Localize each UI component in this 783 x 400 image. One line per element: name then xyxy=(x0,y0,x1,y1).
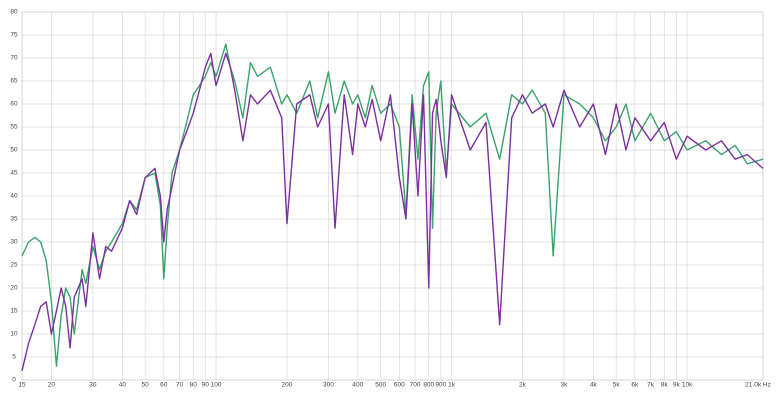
x-tick-label: 8k xyxy=(661,382,669,389)
y-tick-label: 5 xyxy=(12,354,16,361)
x-tick-label: 400 xyxy=(352,382,363,389)
y-tick-label: 65 xyxy=(10,78,18,85)
x-tick-label: 40 xyxy=(119,382,127,389)
x-tick-label: 30 xyxy=(89,382,97,389)
x-tick-label: 3k xyxy=(561,382,569,389)
x-tick-label: 800 xyxy=(423,382,434,389)
y-tick-label: 80 xyxy=(10,9,18,16)
y-tick-label: 0 xyxy=(12,377,16,384)
y-tick-label: 10 xyxy=(10,331,18,338)
x-tick-label: 5k xyxy=(613,382,621,389)
x-tick-label: 600 xyxy=(394,382,405,389)
y-tick-label: 40 xyxy=(10,193,18,200)
x-tick-label: 20 xyxy=(48,382,56,389)
y-tick-label: 25 xyxy=(10,262,18,269)
x-tick-label: 21.0k Hz xyxy=(745,382,771,389)
y-tick-label: 15 xyxy=(10,308,18,315)
y-tick-label: 35 xyxy=(10,216,18,223)
x-tick-label: 70 xyxy=(176,382,184,389)
y-tick-label: 70 xyxy=(10,55,18,62)
x-tick-label: 10k xyxy=(682,382,693,389)
x-tick-label: 500 xyxy=(375,382,386,389)
y-tick-label: 45 xyxy=(10,170,18,177)
x-tick-label: 9k xyxy=(673,382,681,389)
y-tick-label: 50 xyxy=(10,147,18,154)
x-tick-label: 80 xyxy=(190,382,198,389)
x-tick-label: 900 xyxy=(435,382,446,389)
x-tick-label: 300 xyxy=(323,382,334,389)
x-tick-label: 4k xyxy=(590,382,598,389)
x-tick-label: 1k xyxy=(448,382,456,389)
x-tick-label: 7k xyxy=(647,382,655,389)
x-tick-label: 700 xyxy=(410,382,421,389)
y-tick-label: 60 xyxy=(10,101,18,108)
y-tick-label: 75 xyxy=(10,32,18,39)
x-tick-label: 90 xyxy=(202,382,210,389)
x-tick-label: 60 xyxy=(160,382,168,389)
x-tick-label: 100 xyxy=(211,382,222,389)
x-tick-label: 200 xyxy=(282,382,293,389)
x-tick-label: 15 xyxy=(18,382,26,389)
series-line xyxy=(21,52,764,371)
x-tick-label: 6k xyxy=(631,382,639,389)
x-tick-label: 2k xyxy=(519,382,527,389)
y-tick-label: 55 xyxy=(10,124,18,131)
x-tick-label: 50 xyxy=(142,382,150,389)
y-tick-label: 20 xyxy=(10,285,18,292)
y-tick-label: 30 xyxy=(10,239,18,246)
